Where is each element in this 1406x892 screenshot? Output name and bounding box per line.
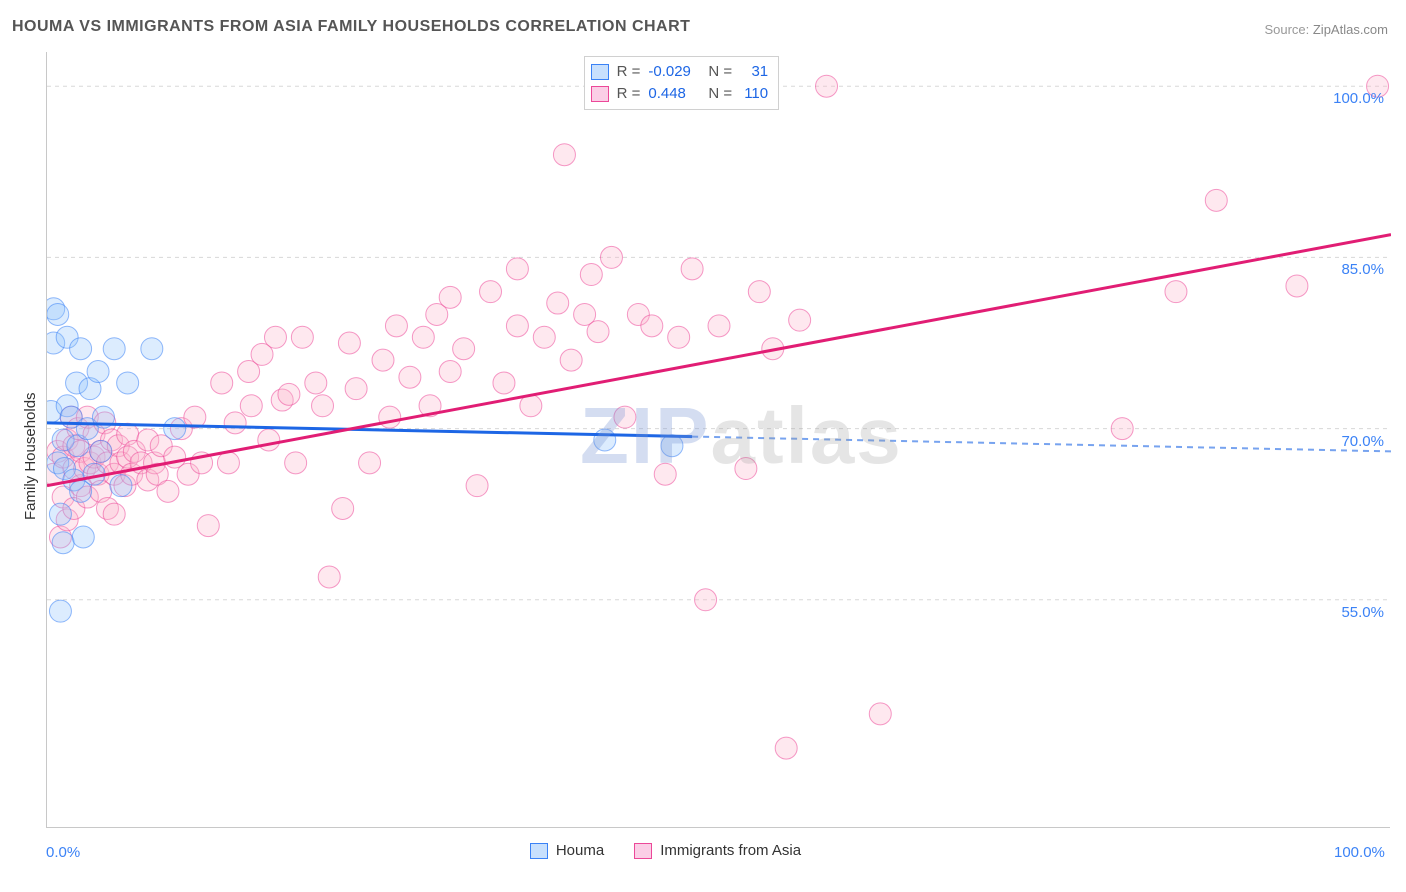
source-name: ZipAtlas.com	[1313, 22, 1388, 37]
y-tick-label: 70.0%	[1320, 433, 1384, 450]
source-attribution: Source: ZipAtlas.com	[1264, 22, 1388, 37]
chart-title: HOUMA VS IMMIGRANTS FROM ASIA FAMILY HOU…	[12, 18, 690, 36]
x-tick-left: 0.0%	[46, 844, 80, 861]
correlation-legend: R = -0.029 N = 31 R = 0.448 N = 110	[584, 56, 780, 110]
y-axis-label: Family Households	[22, 392, 39, 520]
swatch-blue	[530, 843, 548, 859]
y-tick-label: 85.0%	[1320, 261, 1384, 278]
x-tick-right: 100.0%	[1334, 844, 1385, 861]
legend-item-a: Houma	[530, 842, 604, 859]
scatter-chart	[46, 52, 1390, 828]
legend-label-a: Houma	[556, 842, 604, 859]
legend-row-a: R = -0.029 N = 31	[591, 61, 769, 83]
legend-label-b: Immigrants from Asia	[660, 842, 801, 859]
r-label: R =	[617, 83, 641, 105]
r-label: R =	[617, 61, 641, 83]
swatch-pink	[591, 86, 609, 102]
legend-item-b: Immigrants from Asia	[634, 842, 801, 859]
n-value-a: 31	[740, 61, 768, 83]
n-label: N =	[708, 61, 732, 83]
n-value-b: 110	[740, 83, 768, 105]
n-label: N =	[708, 83, 732, 105]
series-legend: Houma Immigrants from Asia	[530, 842, 801, 859]
r-value-b: 0.448	[648, 83, 700, 105]
swatch-pink	[634, 843, 652, 859]
swatch-blue	[591, 64, 609, 80]
y-tick-label: 100.0%	[1320, 90, 1384, 107]
y-tick-label: 55.0%	[1320, 604, 1384, 621]
source-prefix: Source:	[1264, 22, 1312, 37]
r-value-a: -0.029	[648, 61, 700, 83]
legend-row-b: R = 0.448 N = 110	[591, 83, 769, 105]
